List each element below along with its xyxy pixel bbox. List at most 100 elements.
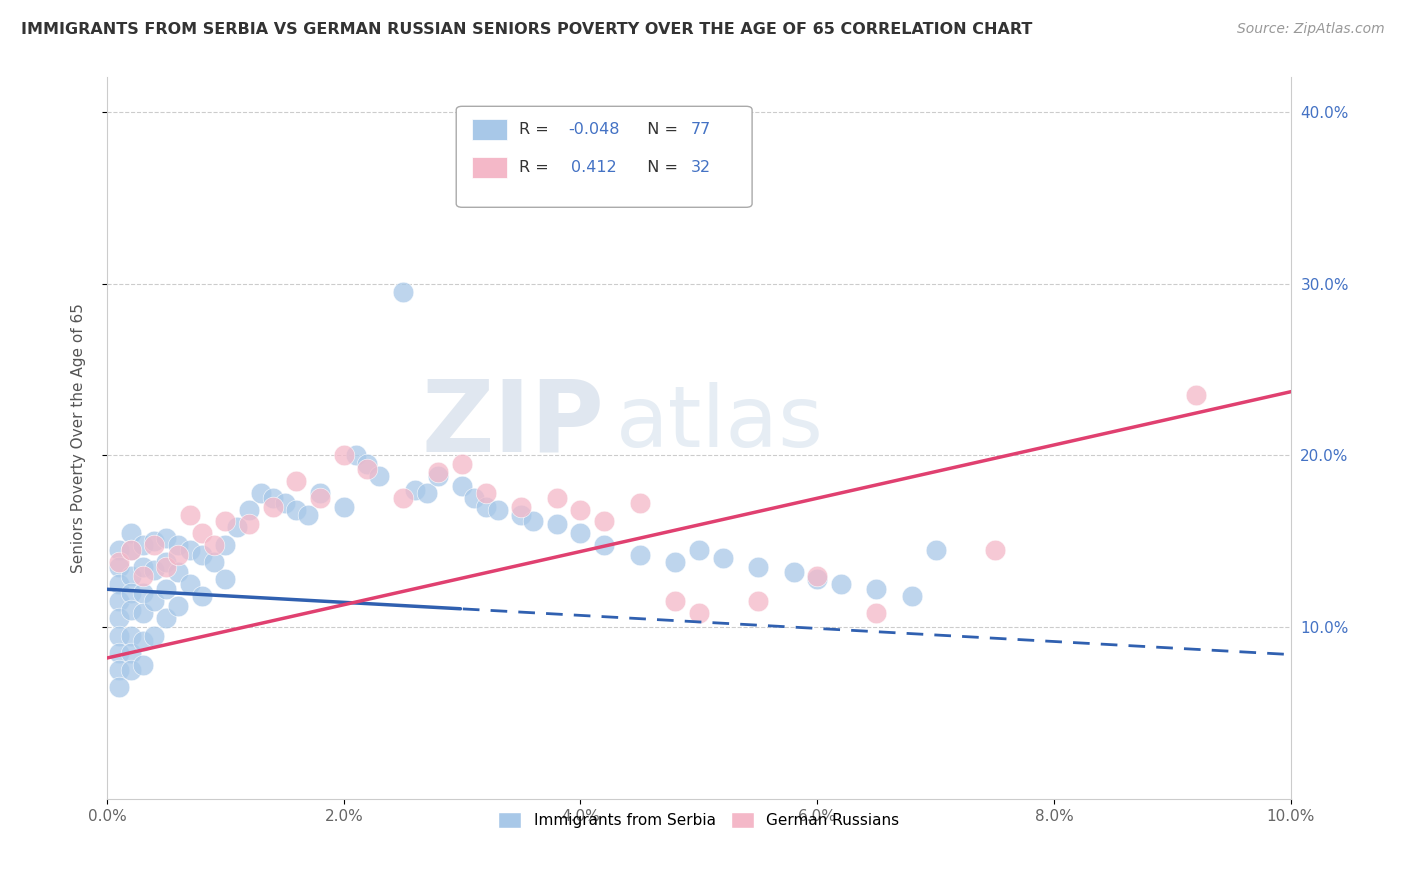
Point [830, 577, 852, 591]
Point [273, 496, 295, 510]
Point [108, 594, 131, 608]
Point [368, 469, 391, 483]
Text: IMMIGRANTS FROM SERBIA VS GERMAN RUSSIAN SENIORS POVERTY OVER THE AGE OF 65 CORR: IMMIGRANTS FROM SERBIA VS GERMAN RUSSIAN… [21, 22, 1032, 37]
Point [392, 491, 415, 506]
Point [108, 611, 131, 625]
Point [901, 589, 924, 603]
Point [143, 538, 166, 552]
Point [356, 462, 378, 476]
Point [297, 508, 319, 523]
Text: Source: ZipAtlas.com: Source: ZipAtlas.com [1237, 22, 1385, 37]
Text: N =: N = [637, 122, 683, 136]
Point [415, 486, 437, 500]
Point [202, 555, 225, 569]
Point [108, 577, 131, 591]
Point [333, 448, 356, 462]
Point [865, 582, 887, 597]
Point [120, 542, 142, 557]
Point [309, 491, 332, 506]
Point [214, 514, 236, 528]
Legend: Immigrants from Serbia, German Russians: Immigrants from Serbia, German Russians [492, 806, 905, 835]
Point [628, 496, 651, 510]
Point [747, 594, 769, 608]
Point [131, 560, 153, 574]
Bar [471, 119, 508, 140]
Point [120, 568, 142, 582]
Point [108, 680, 131, 694]
Point [664, 555, 686, 569]
Point [238, 516, 260, 531]
Point [250, 486, 273, 500]
Point [143, 534, 166, 549]
Point [427, 469, 450, 483]
Point [664, 594, 686, 608]
Point [143, 563, 166, 577]
Point [262, 491, 284, 506]
Point [120, 525, 142, 540]
Point [356, 457, 378, 471]
Point [131, 538, 153, 552]
Point [782, 565, 804, 579]
Point [983, 542, 1005, 557]
Point [688, 607, 710, 621]
Point [214, 572, 236, 586]
Point [190, 548, 212, 562]
Point [344, 448, 367, 462]
Point [131, 607, 153, 621]
Point [131, 585, 153, 599]
Text: R =: R = [519, 122, 554, 136]
Point [747, 560, 769, 574]
Y-axis label: Seniors Poverty Over the Age of 65: Seniors Poverty Over the Age of 65 [72, 303, 86, 573]
Point [143, 629, 166, 643]
Point [806, 572, 828, 586]
Point [522, 514, 544, 528]
Point [120, 646, 142, 660]
Point [427, 466, 450, 480]
Point [865, 607, 887, 621]
Point [120, 603, 142, 617]
Point [167, 599, 190, 614]
Point [238, 503, 260, 517]
Point [131, 633, 153, 648]
Point [179, 508, 201, 523]
Point [131, 657, 153, 672]
Text: N =: N = [637, 160, 683, 175]
Point [475, 500, 498, 514]
Text: R =: R = [519, 160, 560, 175]
Point [486, 503, 509, 517]
Point [924, 542, 946, 557]
FancyBboxPatch shape [456, 106, 752, 207]
Point [569, 503, 592, 517]
Point [451, 479, 474, 493]
Point [108, 542, 131, 557]
Point [214, 538, 236, 552]
Point [120, 585, 142, 599]
Point [190, 525, 212, 540]
Point [167, 565, 190, 579]
Point [131, 568, 153, 582]
Bar [471, 157, 508, 178]
Point [309, 486, 332, 500]
Point [404, 483, 426, 497]
Point [333, 500, 356, 514]
Point [463, 491, 485, 506]
Point [155, 555, 177, 569]
Point [688, 542, 710, 557]
Text: 77: 77 [690, 122, 711, 136]
Point [108, 560, 131, 574]
Point [108, 629, 131, 643]
Point [108, 646, 131, 660]
Point [179, 542, 201, 557]
Point [143, 594, 166, 608]
Text: 0.412: 0.412 [571, 160, 617, 175]
Point [628, 548, 651, 562]
Point [167, 538, 190, 552]
Point [155, 611, 177, 625]
Text: ZIP: ZIP [422, 376, 605, 472]
Point [167, 548, 190, 562]
Point [593, 514, 616, 528]
Point [711, 551, 734, 566]
Point [593, 538, 616, 552]
Point [155, 582, 177, 597]
Point [451, 457, 474, 471]
